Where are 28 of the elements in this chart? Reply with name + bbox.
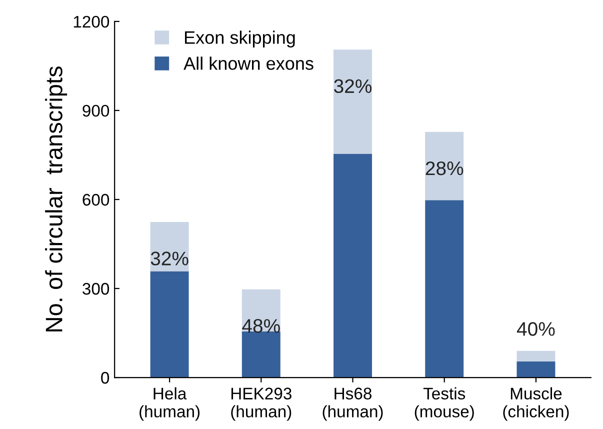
x-tick-label: Muscle (chicken) [503,387,569,421]
y-tick-label: 600 [82,194,110,206]
annotation: 32% [150,252,188,266]
y-tick-label: 900 [82,104,110,117]
bar [425,200,464,378]
x-tick-label: HEK293 (human) [231,388,292,421]
bar [150,222,189,272]
legend-label: Exon skipping [185,30,295,48]
y-tick-label: 1200 [74,16,110,28]
bar [242,332,280,378]
bar [242,289,280,332]
x-tick-label: Hs68 (human) [322,388,383,421]
y-tick-label: 0 [101,372,110,384]
bar [334,50,372,154]
bar [516,350,556,362]
bar [150,271,189,378]
annotation: 40% [516,322,555,336]
y-tick-label: 300 [82,282,110,295]
x-tick-label: Hela (human) [140,387,200,421]
bar [425,132,464,200]
bar [516,361,556,378]
bar [334,154,372,378]
annotation: 48% [242,319,280,333]
legend-label: All known exons [184,56,314,70]
y-axis-title: No. of circular transcripts [45,66,68,332]
annotation: 32% [334,79,372,94]
x-tick-label: Testis (mouse) [414,387,474,421]
annotation: 28% [426,161,464,176]
